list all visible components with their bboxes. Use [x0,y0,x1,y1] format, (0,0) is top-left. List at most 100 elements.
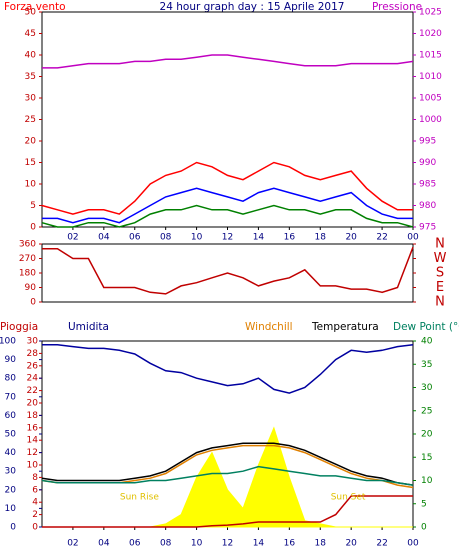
legend-entry: Temperatura [311,321,379,333]
series-line [42,495,413,528]
y2-tick-label: 1000 [419,115,442,125]
series-line [42,54,414,69]
x-tick-label: 00 [407,233,419,243]
y-tick-label: 28 [27,349,39,359]
y3-tick-label: 80 [5,374,17,384]
y2-tick-label: 25 [421,406,432,416]
y2-tick-label: 980 [419,201,436,211]
y-tick-label: 26 [27,361,39,371]
x-tick-label: 12 [222,233,233,243]
y-tick-label: 35 [25,72,36,82]
y3-tick-label: 70 [5,392,17,402]
y-tick-label: 45 [25,29,36,39]
x-tick-label: 10 [191,233,203,243]
y-tick-label: 20 [27,399,39,409]
x-tick-label: 14 [253,539,265,549]
y3-tick-label: 60 [5,411,17,421]
x-tick-label: 12 [222,539,233,549]
y-tick-label: 16 [27,423,39,433]
y-tick-label: 270 [19,254,36,264]
series-line [41,204,414,228]
x-tick-label: 08 [160,233,172,243]
x-tick-label: 06 [129,233,141,243]
x-tick-label: 02 [67,233,78,243]
y-tick-label: 4 [32,498,38,508]
x-tick-label: 04 [98,539,110,549]
y-tick-label: 15 [25,158,36,168]
x-tick-label: 20 [345,539,357,549]
series-line [41,465,414,486]
y-tick-label: 10 [25,180,37,190]
y-tick-label: 0 [30,223,36,233]
legend-entry: Windchill [245,321,293,333]
chart-title: 24 hour graph day : 15 Aprile 2017 [160,1,345,13]
pressure-label: Pressione [372,1,422,13]
x-tick-label: 16 [284,233,296,243]
y-tick-label: 360 [19,240,36,250]
y2-tick-label: 1005 [419,94,442,104]
y-tick-label: 8 [32,473,38,483]
x-tick-label: 22 [376,233,387,243]
y3-tick-label: 50 [5,430,17,440]
y2-tick-label: 1010 [419,72,442,82]
y-tick-label: 40 [25,51,37,61]
y-tick-label: 20 [25,137,37,147]
x-tick-label: 18 [315,539,327,549]
y2-tick-label: 0 [421,523,427,533]
x-tick-label: 08 [160,539,172,549]
y2-tick-label: 40 [421,337,433,347]
x-tick-label: 04 [98,233,110,243]
wind-label: Forza vento [4,1,66,13]
y-tick-label: 30 [25,94,37,104]
y2-tick-label: 20 [421,430,433,440]
y3-tick-label: 10 [5,504,17,514]
y2-tick-label: 30 [421,383,433,393]
legend-entry: Dew Point (°C [393,321,459,333]
y-tick-label: 6 [32,485,38,495]
y2-tick-label: N [435,237,445,252]
rain-label: Pioggia [0,321,38,333]
x-tick-label: 14 [253,233,265,243]
x-tick-label: 02 [67,539,78,549]
series-line [42,187,413,224]
y2-tick-label: 1025 [419,8,442,18]
annotation: Sun Rise [120,493,159,503]
y2-tick-label: 1015 [419,51,442,61]
y2-tick-label: 1020 [419,29,442,39]
x-tick-label: 20 [345,233,357,243]
y3-tick-label: 30 [5,467,17,477]
y2-tick-label: N [435,295,445,310]
x-tick-label: 00 [407,539,419,549]
y2-tick-label: 975 [419,223,436,233]
humidity-label: Umidita [68,321,109,333]
y-tick-label: 22 [27,386,38,396]
y-tick-label: 30 [27,337,39,347]
x-tick-label: 16 [284,539,296,549]
y-tick-label: 12 [27,448,38,458]
y3-tick-label: 100 [0,337,16,347]
series-line [42,246,414,295]
y-tick-label: 180 [19,269,36,279]
y3-tick-label: 90 [5,355,17,365]
y2-tick-label: 5 [421,499,427,509]
y2-tick-label: 15 [421,453,432,463]
x-tick-label: 18 [315,233,327,243]
y3-tick-label: 0 [10,523,16,533]
y2-tick-label: S [436,266,444,281]
y2-tick-label: W [434,251,447,266]
y3-tick-label: 20 [5,485,17,495]
x-tick-label: 10 [191,539,203,549]
y-tick-label: 0 [30,298,36,308]
y-tick-label: 14 [27,436,39,446]
series-line [41,442,414,486]
y-tick-label: 90 [25,283,37,293]
y2-tick-label: 990 [419,158,436,168]
x-tick-label: 22 [376,539,387,549]
y-tick-label: 18 [27,411,39,421]
y-tick-label: 24 [27,374,39,384]
y2-tick-label: 995 [419,137,436,147]
y-tick-label: 0 [32,523,38,533]
y2-tick-label: 985 [419,180,436,190]
